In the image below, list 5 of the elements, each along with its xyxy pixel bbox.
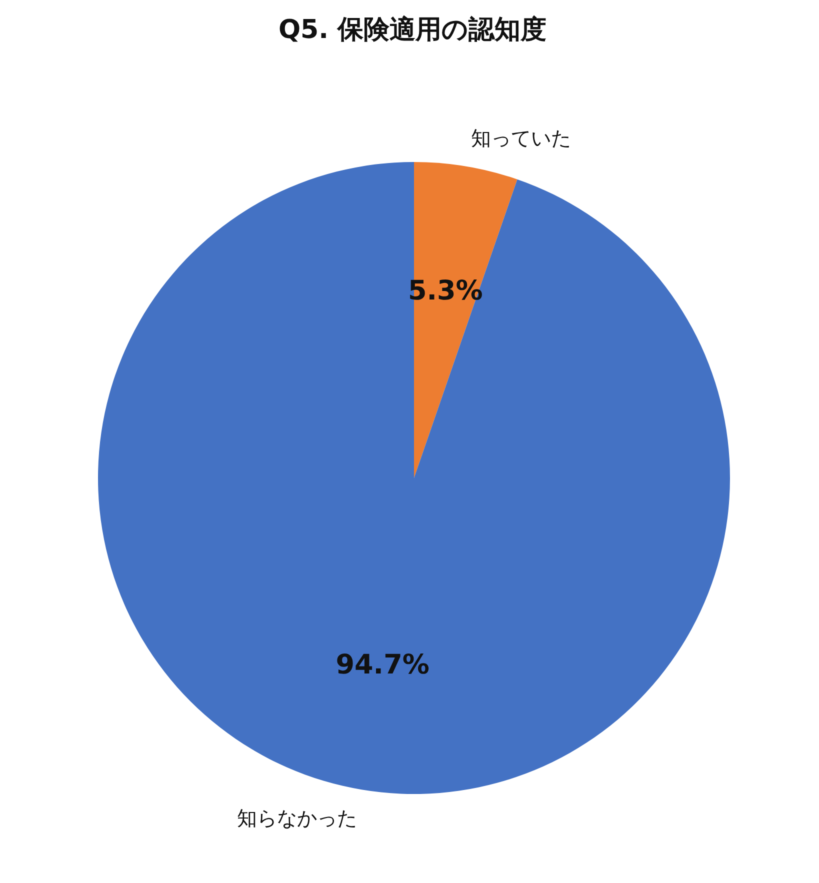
pie-slice <box>98 162 730 794</box>
slice-label: 知っていた <box>471 126 572 150</box>
chart-title: Q5. 保険適用の認知度 <box>277 14 548 47</box>
slice-label: 知らなかった <box>236 806 357 830</box>
data-label: 94.7% <box>336 649 430 680</box>
